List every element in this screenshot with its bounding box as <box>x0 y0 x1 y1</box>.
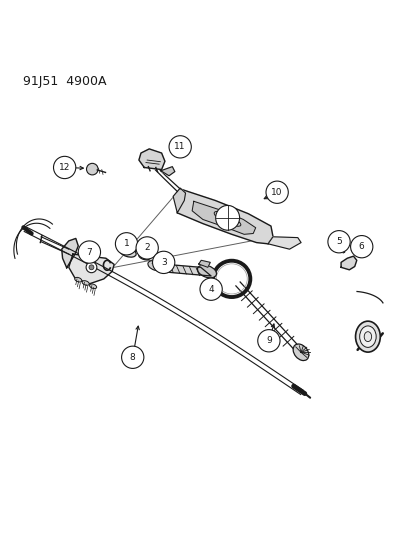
Polygon shape <box>139 149 164 169</box>
Ellipse shape <box>359 326 375 348</box>
Polygon shape <box>152 263 211 276</box>
Text: 11: 11 <box>174 142 185 151</box>
Circle shape <box>350 236 372 258</box>
Text: 9: 9 <box>266 336 271 345</box>
Ellipse shape <box>119 247 136 257</box>
Ellipse shape <box>329 244 337 249</box>
Ellipse shape <box>124 250 131 254</box>
Text: 12: 12 <box>59 163 70 172</box>
Ellipse shape <box>355 321 380 352</box>
Circle shape <box>199 278 222 300</box>
Polygon shape <box>173 188 185 213</box>
Ellipse shape <box>222 216 240 226</box>
Circle shape <box>86 262 97 273</box>
Text: 5: 5 <box>335 237 341 246</box>
Polygon shape <box>198 260 210 268</box>
Text: 6: 6 <box>358 242 364 251</box>
Polygon shape <box>160 167 174 176</box>
Text: 4: 4 <box>208 285 214 294</box>
Ellipse shape <box>89 284 97 289</box>
Polygon shape <box>351 243 362 257</box>
Ellipse shape <box>363 332 371 342</box>
Ellipse shape <box>292 344 308 360</box>
Circle shape <box>78 241 100 263</box>
Ellipse shape <box>74 277 82 282</box>
Text: 1: 1 <box>123 239 129 248</box>
Circle shape <box>115 233 138 255</box>
Text: 3: 3 <box>160 258 166 267</box>
Circle shape <box>136 237 158 259</box>
Ellipse shape <box>142 255 146 258</box>
Circle shape <box>152 251 174 273</box>
Circle shape <box>89 265 94 270</box>
Ellipse shape <box>214 212 236 224</box>
Circle shape <box>257 329 279 352</box>
Ellipse shape <box>82 281 89 285</box>
Text: 2: 2 <box>144 244 150 253</box>
Ellipse shape <box>215 205 239 230</box>
Text: 91J51  4900A: 91J51 4900A <box>23 75 107 87</box>
Ellipse shape <box>197 265 216 278</box>
Text: 8: 8 <box>130 353 135 362</box>
Polygon shape <box>340 256 356 270</box>
Circle shape <box>53 156 76 179</box>
Polygon shape <box>192 201 255 235</box>
Circle shape <box>266 181 287 204</box>
Circle shape <box>121 346 144 368</box>
Text: 7: 7 <box>86 247 92 256</box>
Polygon shape <box>62 238 78 268</box>
Ellipse shape <box>138 253 150 260</box>
Polygon shape <box>177 189 272 244</box>
Circle shape <box>169 136 191 158</box>
Ellipse shape <box>147 261 163 271</box>
Polygon shape <box>268 237 300 249</box>
Polygon shape <box>69 254 114 284</box>
Circle shape <box>327 231 349 253</box>
Circle shape <box>86 163 98 175</box>
Text: 10: 10 <box>271 188 282 197</box>
